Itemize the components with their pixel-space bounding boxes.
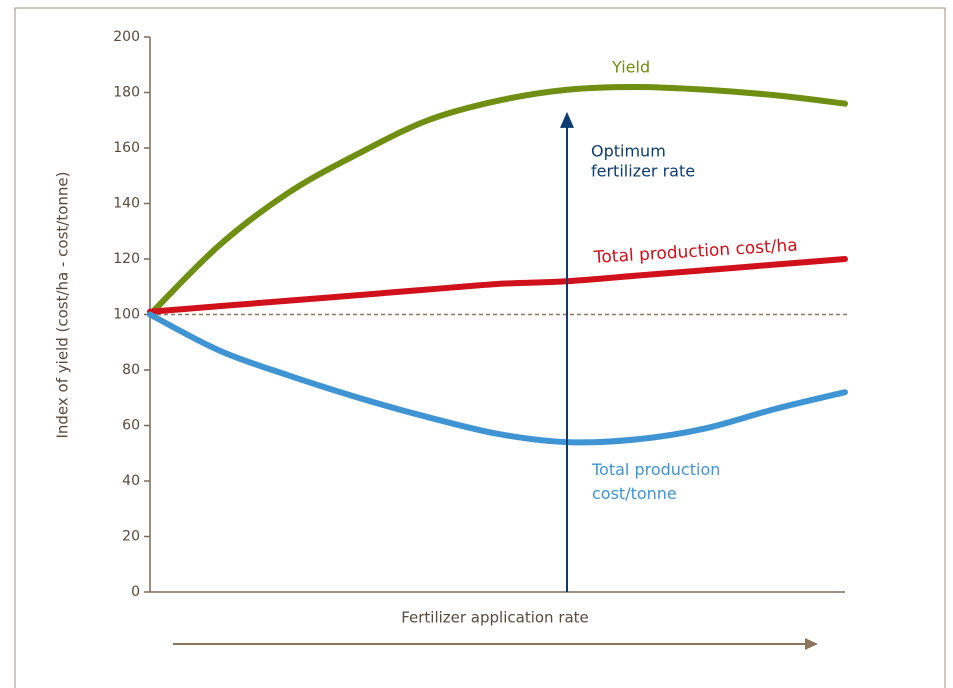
y-tick-label: 180	[113, 85, 140, 101]
y-tick-label: 140	[113, 196, 140, 212]
y-tick-label: 120	[113, 251, 140, 267]
x-axis-label: Fertilizer application rate	[401, 609, 589, 627]
legend-label: Total production cost/tonne	[591, 460, 720, 503]
y-tick-label: 0	[131, 584, 140, 600]
y-tick-label: 100	[113, 307, 140, 323]
optimum-label: Optimum	[591, 142, 666, 161]
x-direction-arrowhead	[805, 638, 818, 650]
series-line	[147, 256, 848, 315]
optimum-arrowhead	[560, 111, 574, 128]
y-tick-label: 60	[122, 418, 140, 434]
y-tick-label: 20	[122, 529, 140, 545]
optimum-label: fertilizer rate	[591, 162, 695, 181]
y-tick-label: 40	[122, 473, 140, 489]
legend-label: Yield	[611, 58, 650, 77]
y-axis-label: Index of yield (cost/ha - cost/tonne)	[54, 171, 72, 438]
series-line	[147, 311, 848, 446]
series-line	[147, 83, 848, 318]
y-tick-label: 80	[122, 362, 140, 378]
frame	[14, 7, 946, 688]
y-tick-label: 160	[113, 140, 140, 156]
y-tick-label: 200	[113, 29, 140, 45]
